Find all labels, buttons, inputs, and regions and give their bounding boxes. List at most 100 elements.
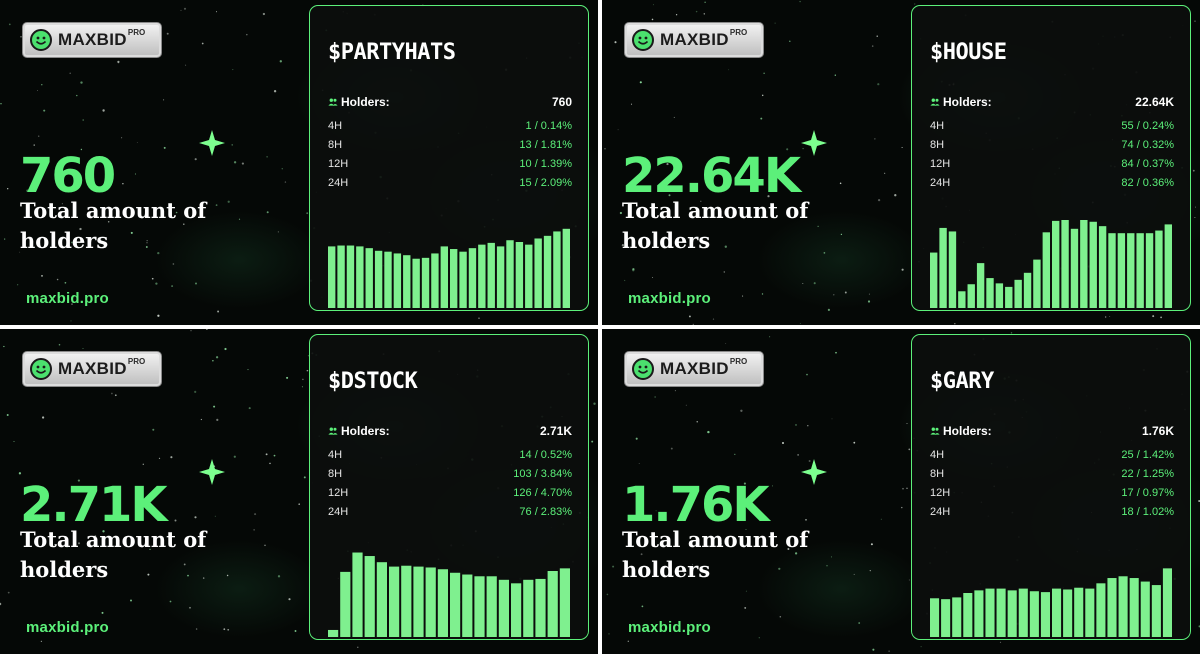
- holders-bar: [340, 571, 351, 637]
- star: [827, 308, 831, 312]
- star: [728, 69, 730, 71]
- period-label: 8H: [930, 139, 945, 151]
- star: [246, 33, 248, 36]
- holders-value: 22.64K: [1135, 95, 1174, 109]
- star: [146, 240, 148, 242]
- star: [844, 291, 847, 294]
- star: [1109, 316, 1111, 318]
- holders-bar: [389, 566, 400, 637]
- star: [102, 109, 105, 112]
- star: [130, 231, 133, 234]
- holders-bar: [995, 283, 1004, 308]
- star: [266, 211, 269, 214]
- star: [41, 416, 45, 419]
- total-holders-caption: Total amount of holders: [20, 527, 207, 582]
- star: [840, 233, 843, 236]
- star: [795, 423, 797, 426]
- holders-bar: [431, 253, 439, 308]
- users-icon: [930, 98, 940, 106]
- star: [880, 518, 882, 520]
- site-link[interactable]: maxbid.pro: [26, 290, 109, 307]
- period-change-value: 17 / 0.97%: [1121, 487, 1174, 499]
- period-row-12h: 12H 84 / 0.37%: [930, 156, 1174, 172]
- star: [117, 60, 120, 64]
- star: [206, 329, 208, 330]
- sparkle-star: [801, 130, 827, 156]
- star: [111, 392, 113, 395]
- logo-wordmark: MAXBID: [58, 30, 127, 49]
- holders-bar: [462, 574, 473, 637]
- total-holders-value: 2.71K: [20, 477, 168, 533]
- star: [641, 605, 644, 608]
- star: [286, 376, 289, 379]
- star: [170, 456, 173, 459]
- star: [654, 396, 656, 398]
- star: [277, 575, 281, 578]
- star: [145, 246, 148, 248]
- holders-bar: [421, 257, 430, 308]
- period-label: 4H: [328, 449, 343, 461]
- holders-label: Holders:: [943, 424, 992, 438]
- star: [134, 173, 136, 175]
- holders-value: 1.76K: [1141, 424, 1174, 438]
- star: [232, 69, 234, 71]
- holders-bar: [996, 588, 1006, 637]
- logo-pro-badge: PRO: [127, 357, 146, 366]
- star: [61, 203, 63, 205]
- holders-bar-chart: [930, 220, 1172, 308]
- star: [683, 572, 685, 574]
- star: [174, 519, 177, 522]
- star: [195, 628, 198, 630]
- star: [712, 318, 715, 320]
- site-link[interactable]: maxbid.pro: [628, 619, 711, 636]
- holders-value: 760: [551, 95, 572, 109]
- star: [169, 600, 172, 603]
- star: [248, 407, 251, 410]
- star: [906, 422, 908, 425]
- star: [888, 650, 890, 652]
- holders-bar: [1040, 592, 1050, 637]
- period-change-value: 13 / 1.81%: [519, 139, 572, 151]
- period-row-12h: 12H 10 / 1.39%: [328, 156, 572, 172]
- logo-pro-badge: PRO: [729, 28, 748, 37]
- token-stats-card: $DSTOCK Holders: 2.71K 4H 14 / 0.52% 8H 103…: [309, 334, 589, 640]
- holders-bar: [553, 231, 561, 308]
- star: [763, 72, 765, 74]
- star: [114, 394, 117, 397]
- sparkle-star: [199, 130, 225, 156]
- period-change-value: 55 / 0.24%: [1121, 120, 1174, 132]
- star: [298, 503, 300, 505]
- star: [279, 60, 282, 63]
- period-row-4h: 4H 14 / 0.52%: [328, 447, 572, 463]
- users-icon: [328, 98, 338, 106]
- star: [742, 295, 744, 297]
- holders-bar: [376, 562, 387, 637]
- star: [813, 282, 816, 285]
- star: [619, 211, 623, 215]
- star: [877, 83, 880, 86]
- star: [241, 162, 244, 165]
- star: [146, 242, 148, 244]
- star: [262, 12, 266, 16]
- star: [769, 336, 771, 338]
- star: [908, 448, 911, 451]
- holders-bar: [412, 258, 420, 308]
- star: [284, 181, 287, 183]
- site-link[interactable]: maxbid.pro: [628, 290, 711, 307]
- star: [80, 81, 83, 84]
- star: [43, 109, 46, 112]
- holders-bar: [425, 567, 436, 637]
- holders-bar: [976, 263, 985, 308]
- star: [1194, 20, 1196, 22]
- holders-bar: [1155, 230, 1163, 308]
- star: [303, 476, 306, 479]
- star: [621, 243, 625, 247]
- star: [761, 293, 764, 295]
- holders-bar: [352, 552, 363, 637]
- star: [37, 89, 38, 91]
- star: [745, 590, 747, 592]
- period-row-4h: 4H 55 / 0.24%: [930, 118, 1174, 134]
- holders-value: 2.71K: [539, 424, 572, 438]
- holders-bar: [1014, 279, 1022, 308]
- site-link[interactable]: maxbid.pro: [26, 619, 109, 636]
